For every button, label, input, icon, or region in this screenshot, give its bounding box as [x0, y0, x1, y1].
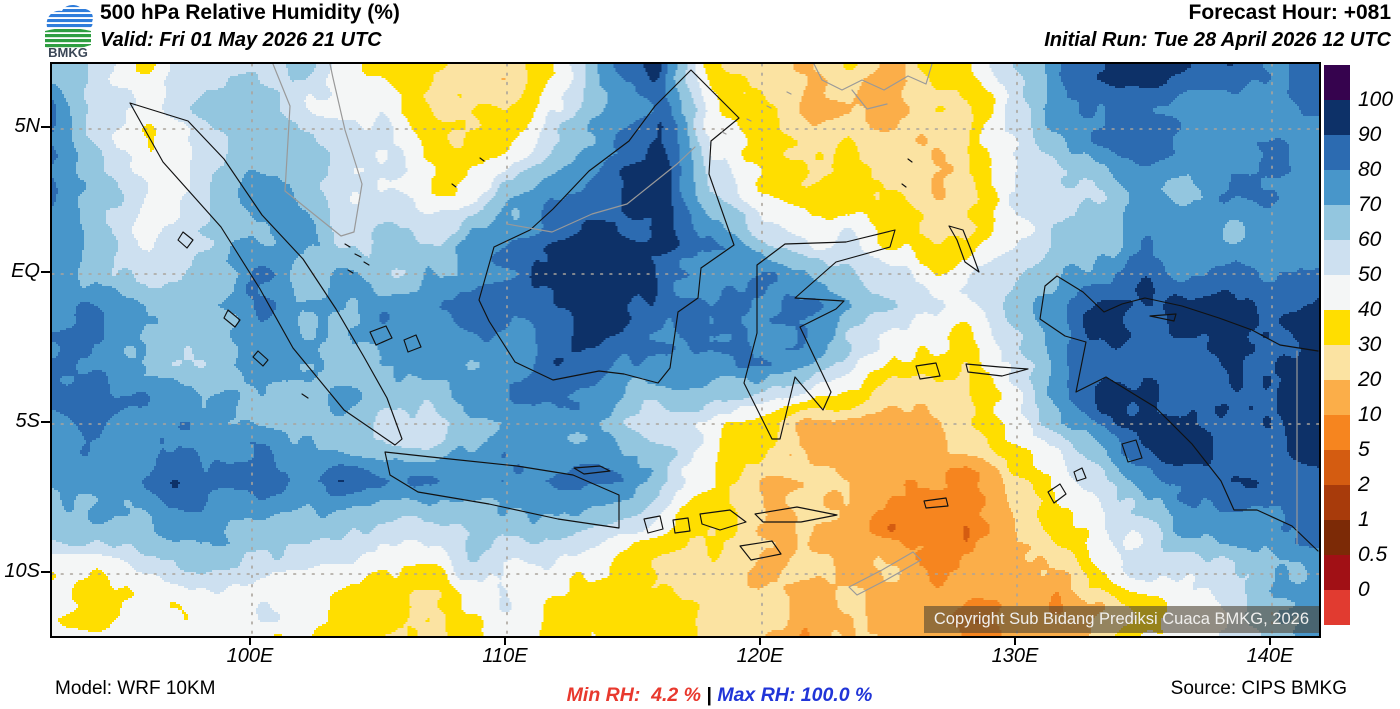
colorbar-swatch	[1324, 485, 1350, 520]
source-label: Source: CIPS BMKG	[1170, 678, 1347, 699]
lat-tick-label: 5S	[15, 410, 40, 432]
colorbar-label: 0	[1358, 578, 1370, 601]
colorbar-label: 60	[1358, 228, 1382, 251]
initial-run-label: Initial Run: Tue 28 April 2026 12 UTC	[1044, 29, 1391, 51]
map-plot-area: Copyright Sub Bidang Prediksi Cuaca BMKG…	[50, 62, 1321, 638]
page-title: 500 hPa Relative Humidity (%)	[100, 1, 400, 24]
colorbar-swatch	[1324, 205, 1350, 240]
colorbar-label: 20	[1358, 368, 1382, 391]
lat-tick-mark	[41, 421, 50, 423]
colorbar-swatch	[1324, 135, 1350, 170]
lon-tick-mark	[1269, 636, 1271, 645]
lon-tick-mark	[759, 636, 761, 645]
valid-time-label: Valid: Fri 01 May 2026 21 UTC	[100, 29, 382, 51]
lon-tick-label: 110E	[482, 645, 528, 667]
lon-tick-label: 130E	[991, 645, 1039, 667]
minmax-separator: |	[706, 684, 712, 706]
colorbar-swatch	[1324, 520, 1350, 555]
rh-contour-canvas	[52, 64, 1319, 636]
colorbar-label: 1	[1358, 508, 1370, 531]
colorbar-label: 40	[1358, 298, 1382, 321]
logo-cloud	[46, 5, 93, 28]
logo-wave	[45, 29, 91, 48]
lon-tick-label: 140E	[1246, 645, 1294, 667]
colorbar-label: 2	[1358, 473, 1370, 496]
forecast-hour-label: Forecast Hour: +081	[1188, 1, 1392, 24]
lat-tick-mark	[41, 126, 50, 128]
colorbar-swatch	[1324, 100, 1350, 135]
lon-tick-mark	[249, 636, 251, 645]
lat-tick-label: EQ	[11, 260, 40, 282]
colorbar-label: 30	[1358, 333, 1382, 356]
colorbar-swatch	[1324, 275, 1350, 310]
lon-tick-mark	[1014, 636, 1016, 645]
colorbar-swatch	[1324, 415, 1350, 450]
lat-tick-mark	[41, 571, 50, 573]
colorbar-swatch	[1324, 170, 1350, 205]
model-label: Model: WRF 10KM	[55, 678, 216, 699]
colorbar-label: 50	[1358, 263, 1382, 286]
colorbar-label: 5	[1358, 438, 1370, 461]
lon-tick-label: 100E	[226, 645, 274, 667]
colorbar-swatch	[1324, 65, 1350, 100]
min-rh-label: Min RH: 4.2 %	[566, 684, 702, 706]
colorbar-swatch	[1324, 555, 1350, 590]
colorbar-label: 10	[1358, 403, 1382, 426]
colorbar-swatch	[1324, 590, 1350, 625]
lat-tick-label: 5N	[14, 115, 40, 137]
colorbar-label: 80	[1358, 158, 1382, 181]
colorbar-label: 100	[1358, 88, 1394, 111]
lat-tick-mark	[41, 271, 50, 273]
colorbar-swatch	[1324, 310, 1350, 345]
minmax-rh-line: Min RH: 4.2 % | Max RH: 100.0 %	[545, 661, 873, 709]
lat-tick-label: 10S	[4, 560, 40, 582]
bmkg-logo: BMKG	[45, 5, 93, 59]
colorbar-label: 0.5	[1358, 543, 1388, 566]
copyright-watermark: Copyright Sub Bidang Prediksi Cuaca BMKG…	[923, 606, 1319, 633]
colorbar-swatch	[1324, 380, 1350, 415]
colorbar-swatch	[1324, 450, 1350, 485]
colorbar-swatch	[1324, 345, 1350, 380]
lon-tick-mark	[504, 636, 506, 645]
colorbar-label: 70	[1358, 193, 1382, 216]
colorbar-label: 90	[1358, 123, 1382, 146]
colorbar-swatch	[1324, 240, 1350, 275]
max-rh-label: Max RH: 100.0 %	[717, 684, 873, 706]
logo-text: BMKG	[48, 45, 88, 59]
lon-tick-label: 120E	[736, 645, 784, 667]
